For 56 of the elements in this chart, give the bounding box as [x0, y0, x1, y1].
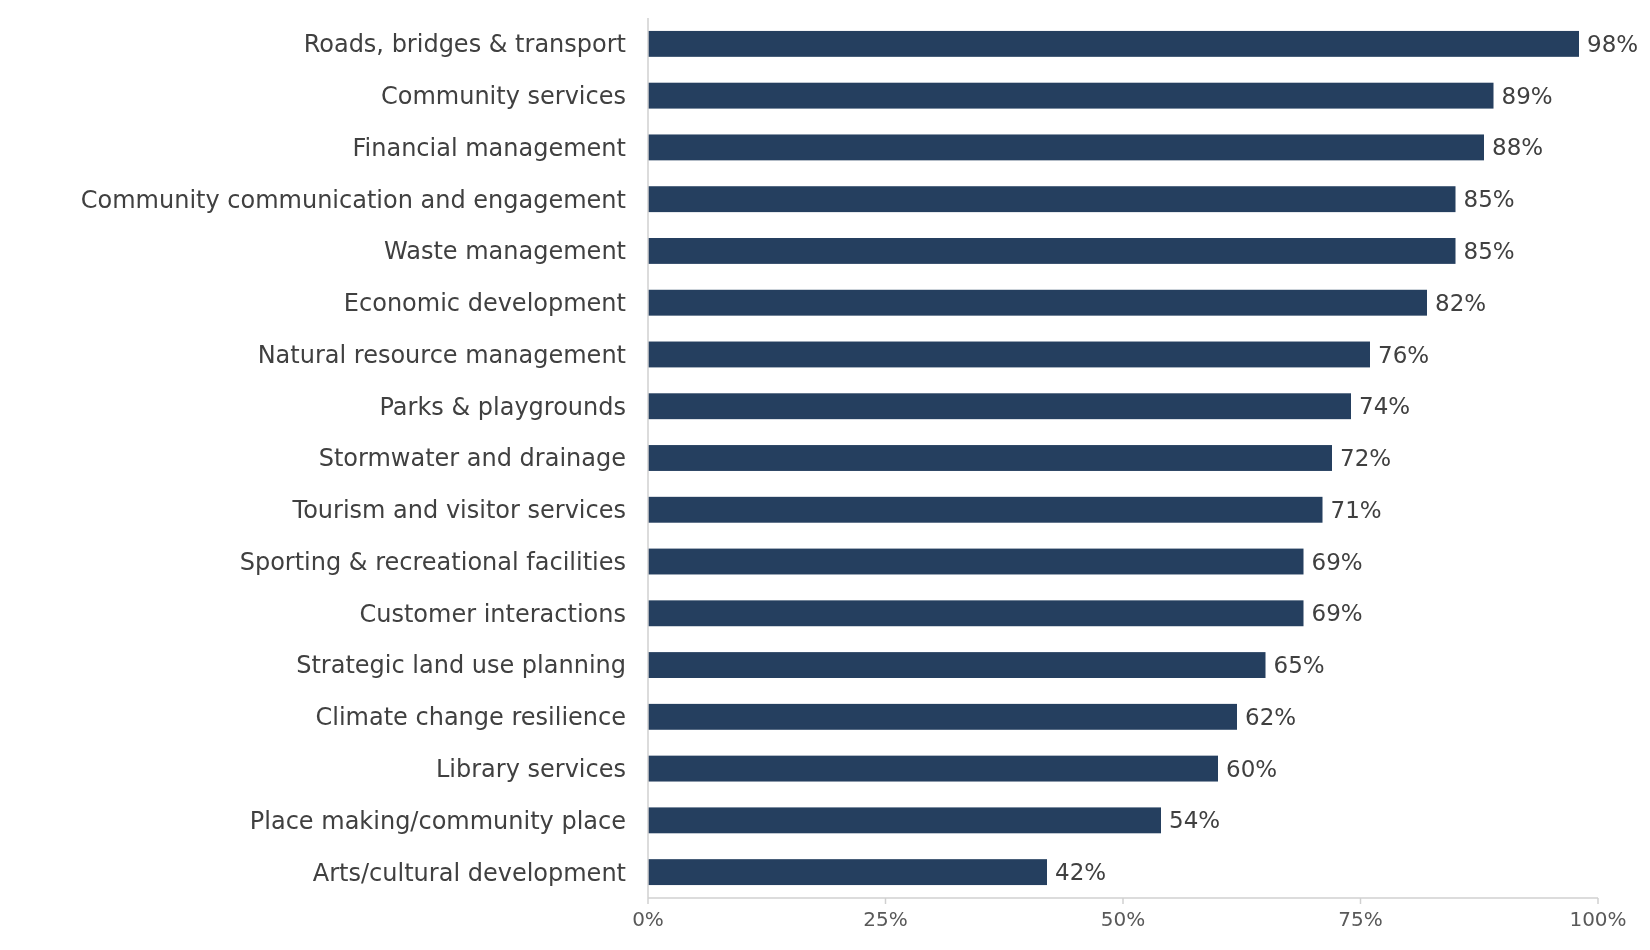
bar [648, 134, 1484, 161]
y-tick-label: Sporting & recreational facilities [239, 547, 626, 576]
data-label: 69% [1311, 548, 1363, 575]
bar [648, 393, 1351, 420]
y-tick-label: Roads, bridges & transport [303, 30, 626, 59]
data-label: 60% [1226, 755, 1278, 782]
bar [648, 238, 1456, 264]
data-label: 85% [1463, 186, 1515, 213]
x-tick-label: 75% [1338, 907, 1383, 931]
data-label: 74% [1359, 393, 1411, 420]
data-label: 89% [1501, 82, 1553, 109]
bar [648, 859, 1047, 886]
bar [648, 82, 1494, 109]
y-tick-label: Tourism and visitor services [291, 496, 626, 525]
y-tick-label: Strategic land use planning [296, 651, 626, 680]
bar [648, 755, 1218, 782]
y-tick-label: Natural resource management [257, 340, 626, 369]
x-tick-label: 50% [1100, 907, 1146, 931]
bar [648, 289, 1427, 316]
x-tick-label: 100% [1569, 907, 1627, 931]
y-tick-label: Stormwater and drainage [318, 444, 626, 473]
bar [648, 186, 1456, 213]
bar [648, 703, 1237, 730]
y-tick-label: Parks & playgrounds [379, 392, 626, 421]
bar [648, 496, 1323, 523]
data-label: 65% [1273, 652, 1325, 679]
data-label: 98% [1587, 30, 1639, 57]
y-tick-label: Library services [435, 754, 626, 783]
data-label: 69% [1311, 600, 1363, 627]
bar [648, 30, 1579, 57]
bar [648, 548, 1304, 575]
data-label: 71% [1330, 496, 1382, 523]
data-label: 54% [1169, 807, 1221, 834]
data-label: 42% [1055, 859, 1107, 886]
y-tick-label: Arts/cultural development [312, 858, 626, 887]
bar [648, 341, 1370, 368]
x-tick-label: 25% [863, 907, 908, 931]
y-tick-label: Customer interactions [359, 599, 626, 628]
y-tick-label: Economic development [343, 289, 626, 318]
data-label: 82% [1435, 289, 1487, 316]
data-label: 85% [1463, 237, 1515, 264]
y-tick-label: Financial management [352, 133, 626, 162]
bar [648, 807, 1161, 834]
y-tick-label: Climate change resilience [315, 703, 626, 732]
bar [648, 600, 1304, 627]
data-label: 76% [1378, 341, 1430, 368]
y-tick-label: Waste management [384, 237, 626, 266]
bar [648, 445, 1332, 471]
bar [648, 652, 1266, 678]
data-label: 88% [1492, 134, 1544, 161]
data-label: 62% [1245, 703, 1297, 730]
data-label: 72% [1340, 445, 1392, 472]
y-tick-label: Community services [380, 82, 626, 111]
y-tick-label: Community communication and engagement [80, 185, 626, 214]
x-tick-label: 0% [632, 907, 664, 931]
y-tick-label: Place making/community place [249, 806, 626, 835]
